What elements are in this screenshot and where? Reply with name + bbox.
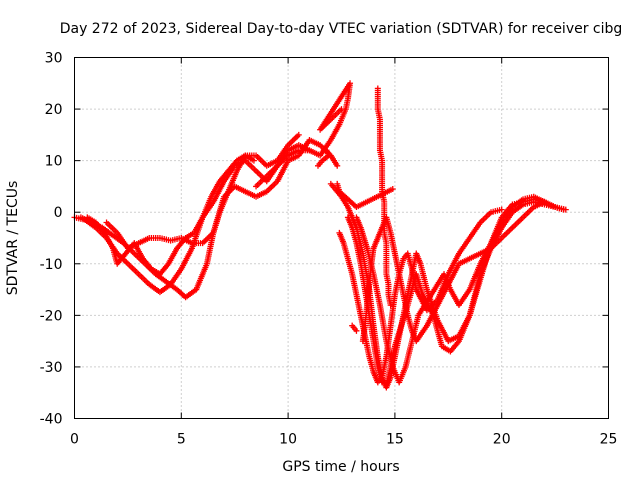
x-axis-label: GPS time / hours [282,459,399,475]
data-point [334,162,341,169]
y-tick-label: 30 [45,51,63,67]
data-point [338,106,345,113]
series-track-3 [103,137,341,252]
data-point [250,157,257,164]
x-tick-label: 20 [493,432,511,448]
data-point [552,204,559,211]
y-axis-label: SDTVAR / TECUs [5,181,21,296]
series-spike-1 [374,85,394,309]
axis-tick-labels: 0 5 10 15 20 25 -40 -30 -20 -10 0 10 20 30 [40,51,618,448]
y-tick-label: -20 [40,308,63,324]
series-track-4 [84,152,257,278]
y-tick-label: -40 [40,412,63,428]
chart-title: Day 272 of 2023, Sidereal Day-to-day VTE… [60,21,623,37]
data-point [295,131,302,138]
plot-frame [74,57,609,419]
x-tick-label: 5 [177,432,186,448]
data-marks [71,80,569,391]
x-tick-label: 25 [600,432,618,448]
data-point [560,206,567,213]
data-point [541,198,548,205]
x-tick-label: 10 [279,432,297,448]
series-stray-1 [315,147,396,334]
x-tick-label: 15 [386,432,404,448]
data-point [353,327,360,334]
y-tick-label: -30 [40,360,63,376]
y-tick-label: 10 [45,154,63,170]
data-point [498,206,505,213]
series-track-2 [77,131,302,301]
data-point [334,180,341,187]
data-point [387,302,394,309]
x-tick-label: 0 [70,432,79,448]
y-tick-label: 20 [45,102,63,118]
y-tick-label: -10 [40,257,63,273]
series-track-8 [359,198,548,345]
y-tick-label: 0 [54,205,63,221]
data-point [315,162,322,169]
series-track-9 [336,206,505,386]
grid [74,57,609,419]
axis-ticks [74,57,609,419]
